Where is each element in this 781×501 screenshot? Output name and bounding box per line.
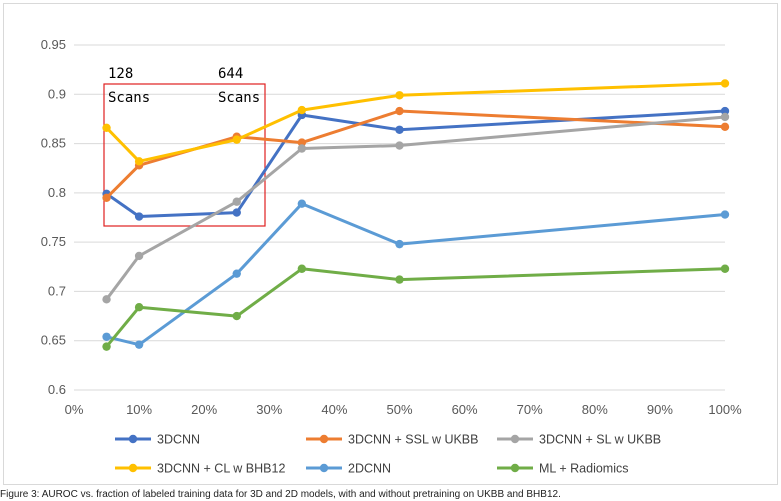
data-point xyxy=(720,112,730,122)
data-point xyxy=(232,269,241,278)
data-point xyxy=(134,340,144,349)
x-tick-label: 10% xyxy=(126,402,152,417)
line-chart: 0.6 0.65 0.7 0.75 0.8 0.85 0.9 0.95 0% 10% 20% 30%… xyxy=(41,37,742,476)
legend-label: 3DCNN + CL w BHB12 xyxy=(157,462,285,476)
x-tick-label: 50% xyxy=(386,402,412,417)
data-point xyxy=(395,125,404,134)
data-point xyxy=(297,199,307,208)
y-tick-label: 0.95 xyxy=(41,37,66,52)
data-point xyxy=(102,332,111,341)
x-tick-label: 60% xyxy=(452,402,478,417)
series-3dcnn xyxy=(102,106,730,221)
data-point xyxy=(102,295,111,304)
legend-label: 3DCNN + SSL w UKBB xyxy=(348,433,478,447)
data-point xyxy=(102,342,111,351)
chart-frame: 0.6 0.65 0.7 0.75 0.8 0.85 0.9 0.95 0% 10% 20% 30%… xyxy=(3,3,778,485)
series-3dcnn-ssl-w-ukbb xyxy=(102,106,730,202)
series-3dcnn-sl-w-ukbb xyxy=(102,112,730,304)
data-point xyxy=(395,275,404,284)
data-point xyxy=(297,144,307,153)
legend-swatch-marker xyxy=(128,434,138,444)
series-line xyxy=(105,109,726,218)
legend-entry: 3DCNN xyxy=(115,433,200,447)
y-tick-label: 0.65 xyxy=(41,333,66,348)
data-point xyxy=(102,193,111,202)
y-tick-label: 0.85 xyxy=(41,136,66,151)
annotation-unit: Scans xyxy=(108,90,150,106)
x-tick-label: 100% xyxy=(708,402,742,417)
data-point xyxy=(232,197,241,206)
data-point xyxy=(720,264,730,273)
x-tick-label: 30% xyxy=(256,402,282,417)
annotation-count: 644 xyxy=(218,66,243,82)
x-axis-ticks: 0% 10% 20% 30% 40% 50% 60% 70% 80% 90% 100% xyxy=(65,402,742,417)
x-tick-label: 40% xyxy=(321,402,347,417)
legend-swatch-marker xyxy=(319,434,329,444)
data-point xyxy=(297,138,307,147)
series-line xyxy=(105,81,726,163)
data-point xyxy=(395,141,404,150)
data-point xyxy=(134,157,144,166)
legend: 3DCNN 3DCNN + SSL w UKBB 3DCNN + SL w UKBB… xyxy=(115,433,661,476)
data-point xyxy=(395,239,404,249)
data-point xyxy=(232,311,241,321)
series-3dcnn-cl-w-bhb12 xyxy=(102,79,730,166)
x-tick-label: 90% xyxy=(647,402,673,417)
data-point xyxy=(395,106,404,116)
series-line xyxy=(106,202,726,347)
series-line xyxy=(105,267,726,348)
data-point xyxy=(232,208,241,217)
data-point xyxy=(134,303,144,312)
data-point xyxy=(720,210,730,219)
legend-swatch-marker xyxy=(128,463,138,473)
legend-entry: 3DCNN + SL w UKBB xyxy=(497,433,661,447)
figure-caption: Figure 3: AUROC vs. fraction of labeled … xyxy=(0,489,561,500)
annotation-unit: Scans xyxy=(218,90,260,106)
data-point xyxy=(297,105,307,115)
y-tick-label: 0.75 xyxy=(41,234,66,249)
legend-swatch-marker xyxy=(510,434,520,444)
y-tick-label: 0.6 xyxy=(48,382,66,397)
legend-label: 3DCNN + SL w UKBB xyxy=(539,433,661,447)
data-point xyxy=(232,135,241,144)
annotations: 128 Scans 644 Scans xyxy=(108,66,260,106)
data-point xyxy=(720,79,730,88)
legend-swatch-marker xyxy=(510,463,520,473)
legend-label: ML + Radiomics xyxy=(539,462,629,476)
series-lines xyxy=(102,79,730,351)
y-axis-ticks: 0.6 0.65 0.7 0.75 0.8 0.85 0.9 0.95 xyxy=(41,37,66,397)
x-tick-label: 0% xyxy=(65,402,84,417)
legend-entry: 3DCNN + SSL w UKBB xyxy=(306,433,478,447)
legend-entry: 3DCNN + CL w BHB12 xyxy=(115,462,285,476)
data-point xyxy=(720,106,730,116)
series-line xyxy=(105,109,726,199)
legend-entry: 2DCNN xyxy=(306,462,391,476)
x-tick-label: 80% xyxy=(582,402,608,417)
annotation-count: 128 xyxy=(108,66,133,82)
legend-swatch-marker xyxy=(319,463,329,473)
data-point xyxy=(297,264,307,273)
legend-label: 3DCNN xyxy=(157,433,200,447)
series-2dcnn xyxy=(102,199,730,349)
y-tick-label: 0.8 xyxy=(48,185,66,200)
x-tick-label: 70% xyxy=(517,402,543,417)
data-point xyxy=(134,251,144,261)
data-point xyxy=(720,122,730,132)
legend-entry: ML + Radiomics xyxy=(497,462,629,476)
legend-label: 2DCNN xyxy=(348,462,391,476)
x-tick-label: 20% xyxy=(191,402,217,417)
data-point xyxy=(395,91,404,100)
highlight-region xyxy=(103,83,266,227)
series-line xyxy=(105,115,726,301)
data-point xyxy=(102,123,111,132)
y-tick-label: 0.9 xyxy=(48,86,66,101)
data-point xyxy=(134,212,144,221)
series-ml-radiomics xyxy=(102,264,730,351)
y-tick-label: 0.7 xyxy=(48,283,66,298)
highlight-box xyxy=(103,83,266,227)
